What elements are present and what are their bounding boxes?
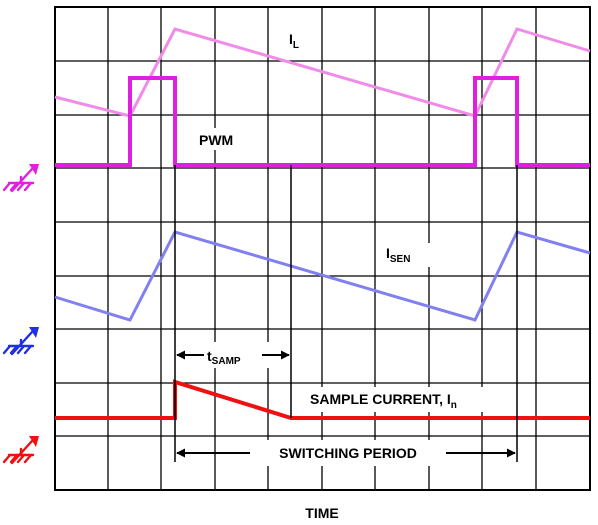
tsamp-dimension: tSAMP	[176, 342, 290, 368]
time-axis-label: TIME	[305, 505, 338, 521]
pwm-label: PWM	[199, 132, 233, 148]
sample-current-label: SAMPLE CURRENT, In	[310, 391, 457, 411]
switching-period-label: SWITCHING PERIOD	[279, 445, 417, 461]
isen-label-bg	[383, 243, 435, 267]
sample-current-label-bg	[306, 387, 516, 412]
switching-period-dimension: SWITCHING PERIOD	[176, 440, 516, 466]
sample-current-label-group: SAMPLE CURRENT, In	[306, 387, 516, 412]
ground-arrow-icon	[2, 327, 39, 356]
isen-trace	[54, 230, 591, 322]
pwm-label-group: PWM	[196, 128, 246, 150]
isen-label: ISEN	[386, 245, 410, 265]
ground-arrow-icon	[2, 164, 39, 193]
isen-label-group: ISEN	[383, 243, 435, 267]
pwm-label-bg	[196, 128, 246, 150]
switching-period-label-bg	[253, 440, 449, 466]
tsamp-label-bg	[195, 342, 275, 368]
tsamp-label: tSAMP	[207, 348, 241, 367]
pwm-trace	[55, 76, 590, 167]
ground-arrow-icon	[2, 436, 39, 465]
il-label: IL	[289, 31, 299, 51]
il-trace	[54, 27, 591, 118]
